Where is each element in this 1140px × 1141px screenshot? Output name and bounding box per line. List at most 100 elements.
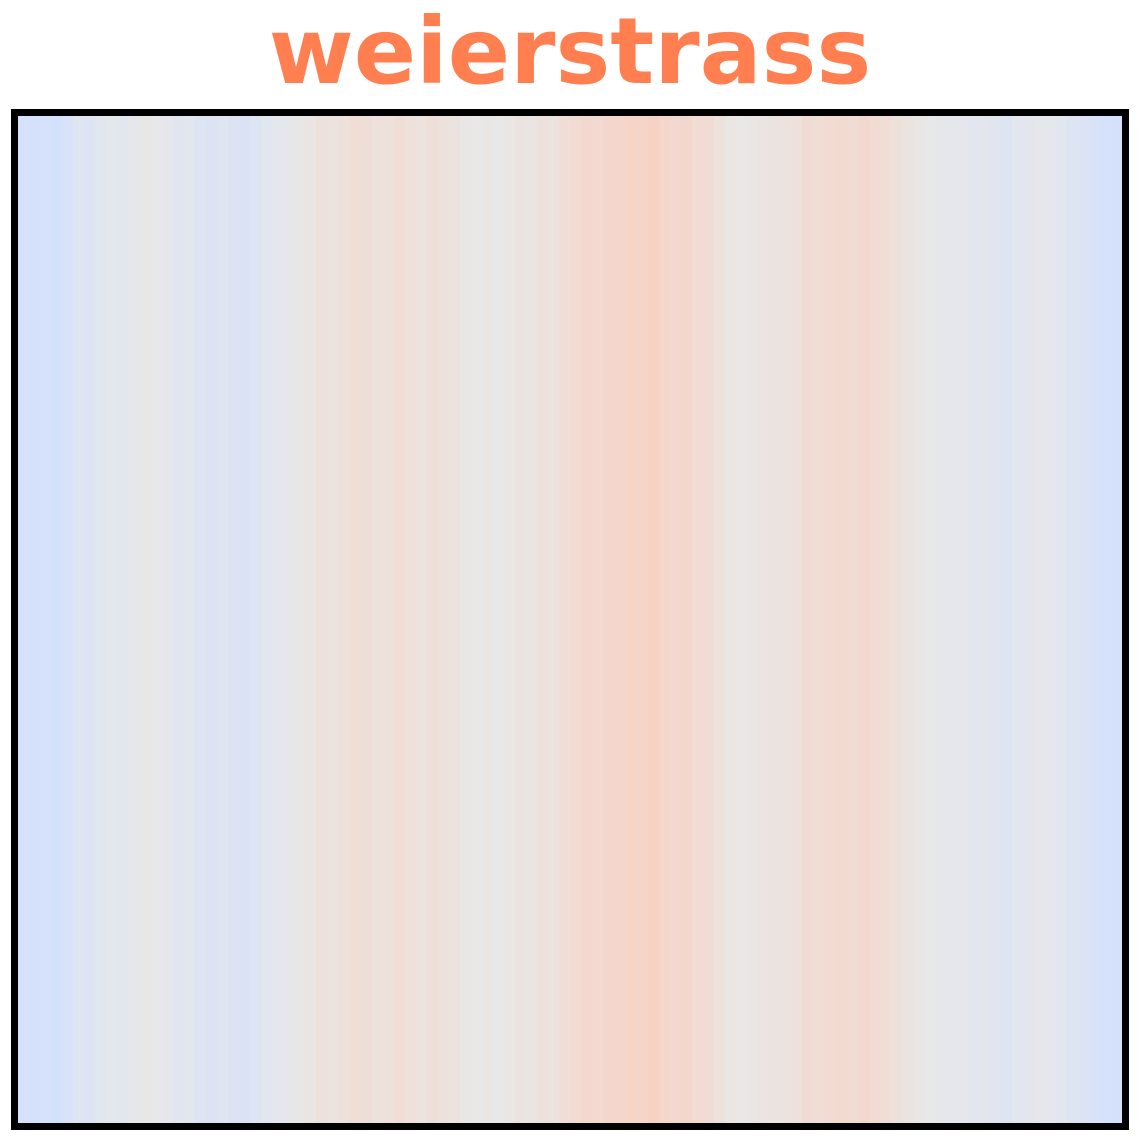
color-stripe — [128, 116, 140, 1123]
color-stripe — [249, 116, 262, 1123]
color-stripe — [283, 116, 295, 1123]
color-stripe — [393, 116, 405, 1123]
stripe-field — [18, 116, 1122, 1123]
color-stripe — [1067, 116, 1079, 1123]
color-stripe — [824, 116, 836, 1123]
color-stripe — [702, 116, 714, 1123]
color-stripe — [84, 116, 96, 1123]
heatmap-frame — [11, 109, 1129, 1130]
color-stripe — [990, 116, 1002, 1123]
color-stripe — [857, 116, 869, 1123]
color-stripe — [791, 116, 803, 1123]
color-stripe — [150, 116, 162, 1123]
color-stripe — [294, 116, 306, 1123]
color-stripe — [1089, 116, 1101, 1123]
color-stripe — [1001, 116, 1013, 1123]
color-stripe — [305, 116, 317, 1123]
color-stripe — [327, 116, 339, 1123]
color-stripe — [625, 116, 637, 1123]
color-stripe — [404, 116, 416, 1123]
color-stripe — [548, 116, 560, 1123]
color-stripe — [1111, 116, 1122, 1123]
color-stripe — [559, 116, 571, 1123]
color-stripe — [979, 116, 991, 1123]
color-stripe — [725, 116, 737, 1123]
color-stripe — [1034, 116, 1046, 1123]
color-stripe — [40, 116, 52, 1123]
color-stripe — [183, 116, 195, 1123]
color-stripe — [592, 116, 604, 1123]
color-stripe — [890, 116, 902, 1123]
color-stripe — [261, 116, 273, 1123]
color-stripe — [581, 116, 593, 1123]
chart-title: weierstrass — [268, 0, 872, 105]
color-stripe — [459, 116, 471, 1123]
color-stripe — [614, 116, 626, 1123]
color-stripe — [95, 116, 107, 1123]
color-stripe — [669, 116, 681, 1123]
color-stripe — [603, 116, 615, 1123]
color-stripe — [1100, 116, 1112, 1123]
color-stripe — [161, 116, 173, 1123]
color-stripe — [382, 116, 394, 1123]
color-stripe — [912, 116, 924, 1123]
color-stripe — [415, 116, 427, 1123]
color-stripe — [691, 116, 703, 1123]
color-stripe — [868, 116, 880, 1123]
color-stripe — [658, 116, 670, 1123]
color-stripe — [29, 116, 41, 1123]
color-stripe — [62, 116, 74, 1123]
color-stripe — [73, 116, 85, 1123]
color-stripe — [515, 116, 527, 1123]
color-stripe — [470, 116, 482, 1123]
color-stripe — [1045, 116, 1057, 1123]
color-stripe — [636, 116, 648, 1123]
color-stripe — [205, 116, 217, 1123]
color-stripe — [570, 116, 582, 1123]
color-stripe — [923, 116, 935, 1123]
color-stripe — [813, 116, 825, 1123]
color-stripe — [360, 116, 372, 1123]
color-stripe — [139, 116, 151, 1123]
color-stripe — [802, 116, 814, 1123]
color-stripe — [968, 116, 980, 1123]
color-stripe — [713, 116, 725, 1123]
color-stripe — [526, 116, 538, 1123]
color-stripe — [437, 116, 449, 1123]
color-stripe — [680, 116, 692, 1123]
color-stripe — [216, 116, 228, 1123]
color-stripe — [1023, 116, 1035, 1123]
color-stripe — [338, 116, 350, 1123]
color-stripe — [227, 116, 239, 1123]
color-stripe — [238, 116, 250, 1123]
color-stripe — [51, 116, 63, 1123]
color-stripe — [18, 116, 30, 1123]
color-stripe — [747, 116, 759, 1123]
color-stripe — [537, 116, 549, 1123]
color-stripe — [758, 116, 770, 1123]
color-stripe — [172, 116, 184, 1123]
color-stripe — [194, 116, 206, 1123]
color-stripe — [934, 116, 946, 1123]
color-stripe — [117, 116, 129, 1123]
color-stripe — [780, 116, 792, 1123]
color-stripe — [481, 116, 494, 1123]
color-stripe — [371, 116, 383, 1123]
color-stripe — [1056, 116, 1068, 1123]
color-stripe — [272, 116, 284, 1123]
color-stripe — [493, 116, 505, 1123]
color-stripe — [945, 116, 957, 1123]
color-stripe — [426, 116, 438, 1123]
color-stripe — [106, 116, 118, 1123]
color-stripe — [956, 116, 969, 1123]
color-stripe — [736, 116, 748, 1123]
color-stripe — [316, 116, 328, 1123]
color-stripe — [504, 116, 516, 1123]
color-stripe — [879, 116, 891, 1123]
color-stripe — [769, 116, 781, 1123]
color-stripe — [835, 116, 847, 1123]
color-stripe — [1012, 116, 1024, 1123]
color-stripe — [349, 116, 361, 1123]
color-stripe — [1078, 116, 1090, 1123]
color-stripe — [448, 116, 460, 1123]
